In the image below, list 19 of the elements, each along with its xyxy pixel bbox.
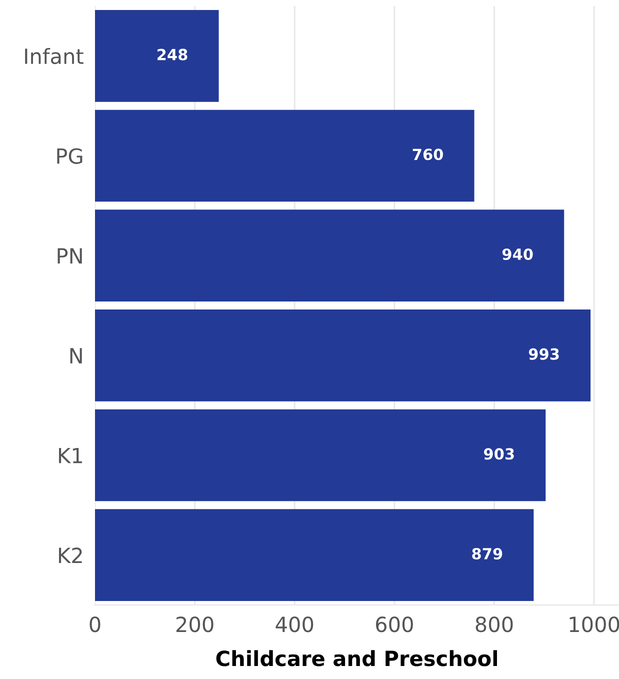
data-label: 760 xyxy=(412,148,443,160)
y-tick-label: K2 xyxy=(59,548,82,563)
data-label: 248 xyxy=(158,48,188,60)
x-axis-title: Childcare and Preschool xyxy=(216,650,497,666)
x-tick-label: 0 xyxy=(90,616,100,632)
x-tick-label: 400 xyxy=(276,616,314,632)
y-tick-label: N xyxy=(70,348,82,364)
data-label: 879 xyxy=(472,548,502,560)
x-tick-label: 600 xyxy=(376,616,413,632)
y-tick-label: Infant xyxy=(25,48,84,64)
x-tick-label: 200 xyxy=(176,616,214,632)
data-label: 903 xyxy=(484,448,514,460)
data-label: 993 xyxy=(528,348,559,360)
data-label: 940 xyxy=(502,248,533,260)
x-tick-label: 1000 xyxy=(570,616,619,632)
y-tick-label: PN xyxy=(58,248,82,264)
y-tick-label: K1 xyxy=(59,448,82,464)
x-tick-label: 800 xyxy=(476,616,513,632)
y-tick-label: PG xyxy=(57,148,82,164)
